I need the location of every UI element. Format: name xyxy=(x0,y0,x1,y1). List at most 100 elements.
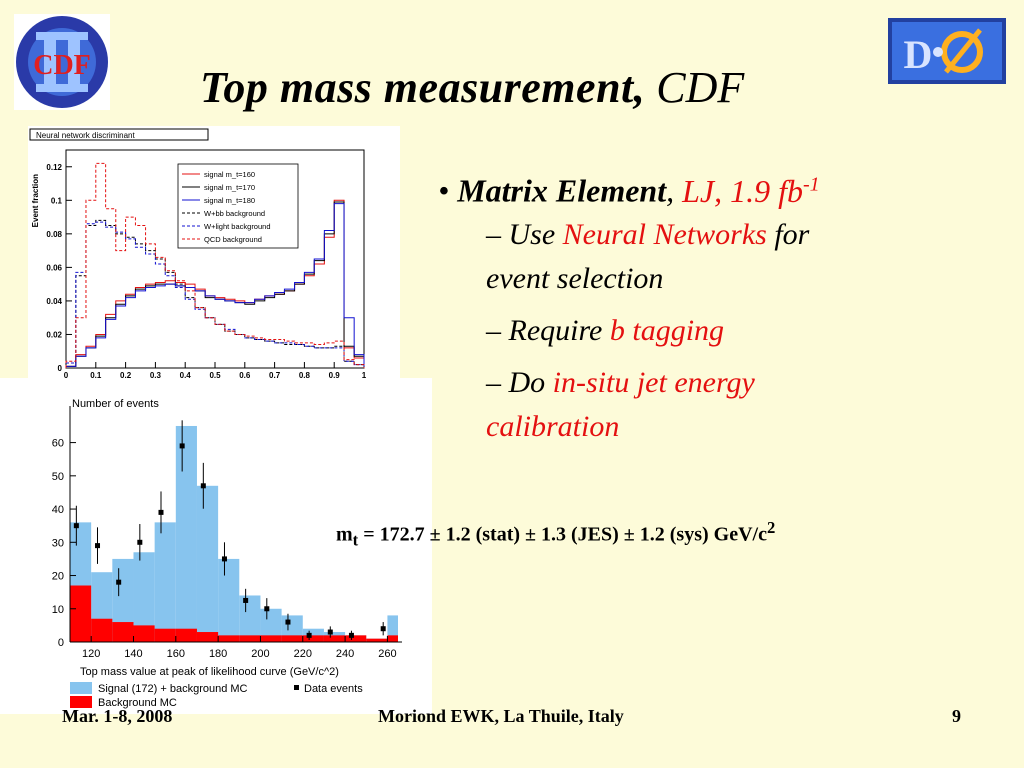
y-tick-label: 40 xyxy=(52,504,64,516)
background-bar xyxy=(239,635,261,642)
background-bar xyxy=(323,635,346,642)
y-axis-label: Event fraction xyxy=(31,174,40,227)
bullet-matrix-element: • Matrix Element, LJ, 1.9 fb-1 xyxy=(438,162,1018,213)
svg-text:CDF: CDF xyxy=(33,50,91,81)
series-line-2 xyxy=(65,203,365,368)
legend-swatch-signal xyxy=(70,682,92,694)
background-bar xyxy=(387,635,398,642)
sub-line2: calibration xyxy=(486,409,620,443)
sub-rest: for xyxy=(766,217,810,251)
legend-label: signal m_t=170 xyxy=(204,183,255,192)
legend-label: signal m_t=180 xyxy=(204,196,255,205)
sub-bullet-jet-energy: – Do in-situ jet energy calibration xyxy=(486,361,1018,449)
d0-logo-graphic: D xyxy=(888,18,1006,84)
sub-highlight: b tagging xyxy=(609,313,725,347)
series-line-3 xyxy=(65,219,365,368)
x-axis-label: Top mass value at peak of likelihood cur… xyxy=(80,666,339,678)
background-bar xyxy=(175,628,197,642)
data-point xyxy=(200,483,206,489)
data-point xyxy=(179,443,185,449)
legend-box xyxy=(177,163,299,249)
nn-chart-svg: Neural network discriminant 0 0.02 0.04 0.06… xyxy=(29,128,367,389)
data-point xyxy=(116,579,122,585)
legend-label-background: Background MC xyxy=(98,697,177,709)
mass-chart-svg: 0 10 20 30 40 50 60 120 140 160 180 200 220 240 260 Num… xyxy=(52,398,402,709)
y-tick-label: 0.04 xyxy=(46,297,62,306)
signal-bar xyxy=(239,595,261,642)
formula-sub: t xyxy=(352,530,359,550)
formula-m: m xyxy=(336,523,353,546)
bullet-sep: , xyxy=(666,172,675,209)
background-bar xyxy=(112,622,134,642)
sub-bullet-neural-networks: – Use Neural Networks for event selectio… xyxy=(486,213,1018,301)
x-tick-label: 0.4 xyxy=(180,371,192,378)
sub-bullet-b-tagging: – Require b tagging xyxy=(486,309,1018,353)
x-tick-label: 0.8 xyxy=(299,371,311,378)
x-tick-label: 260 xyxy=(378,648,396,660)
signal-bar xyxy=(218,558,240,642)
sub-line2: event selection xyxy=(486,261,664,295)
y-tick-label: 20 xyxy=(52,571,64,583)
footer-venue: Moriond EWK, La Thuile, Italy xyxy=(378,706,624,726)
mass-result-formula: mt = 172.7 ± 1.2 (stat) ± 1.3 (JES) ± 1.… xyxy=(336,518,775,551)
x-tick-label: 200 xyxy=(251,648,269,660)
legend-label: W+bb background xyxy=(204,209,265,218)
slide-title-part1: Top mass measurement, xyxy=(200,63,646,112)
x-tick-label: 0.3 xyxy=(150,371,162,378)
x-tick-label: 0 xyxy=(64,371,69,378)
y-tick-label: 0.1 xyxy=(51,196,63,205)
chart-title: Number of events xyxy=(72,398,159,410)
y-tick-label: 0.12 xyxy=(46,163,62,172)
y-tick-label: 0 xyxy=(58,637,64,649)
bullet-label: Matrix Element xyxy=(457,172,667,209)
background-bar xyxy=(218,635,240,642)
signal-bar xyxy=(387,615,398,642)
legend-swatch-data xyxy=(294,685,299,690)
sub-dash: – Do xyxy=(486,365,553,399)
formula-text: = 172.7 ± 1.2 (stat) ± 1.3 (JES) ± 1.2 (… xyxy=(358,523,767,546)
legend-label: signal m_t=160 xyxy=(204,170,255,179)
data-point xyxy=(158,509,164,515)
data-point xyxy=(221,556,227,562)
signal-bar xyxy=(175,425,197,642)
sub-highlight: in-situ jet energy xyxy=(552,365,755,399)
x-tick-label: 120 xyxy=(82,648,100,660)
y-tick-label: 30 xyxy=(52,537,64,549)
legend-label-signal: Signal (172) + background MC xyxy=(98,683,248,695)
background-bar xyxy=(70,585,92,642)
data-point xyxy=(95,543,101,549)
signal-bar xyxy=(196,485,219,642)
x-tick-label: 0.7 xyxy=(269,371,281,378)
x-tick-label: 0.1 xyxy=(90,371,102,378)
d0-logo: D xyxy=(888,18,1006,84)
sub-highlight: Neural Networks xyxy=(562,217,767,251)
legend-label: QCD background xyxy=(204,235,262,244)
y-tick-label: 0.06 xyxy=(46,263,62,272)
bullet-detail: LJ, 1.9 fb-1 xyxy=(682,173,820,209)
background-bar xyxy=(154,628,176,642)
x-tick-label: 220 xyxy=(294,648,312,660)
svg-text:D: D xyxy=(904,32,933,77)
bullet-list: • Matrix Element, LJ, 1.9 fb-1 – Use Neu… xyxy=(438,162,1018,449)
legend-swatch-background xyxy=(70,696,92,708)
data-point xyxy=(327,629,333,635)
background-bar xyxy=(91,618,113,642)
data-point xyxy=(348,632,354,638)
footer-date: Mar. 1-8, 2008 xyxy=(62,706,173,726)
x-tick-label: 0.6 xyxy=(239,371,251,378)
legend-label-data: Data events xyxy=(304,683,363,695)
x-tick-label: 180 xyxy=(209,648,227,660)
data-point xyxy=(137,539,143,545)
x-tick-label: 160 xyxy=(167,648,185,660)
x-tick-label: 140 xyxy=(124,648,142,660)
bullet-detail-text: LJ, 1.9 fb xyxy=(682,172,803,209)
sub-dash: – Use xyxy=(486,217,563,251)
cdf-logo-graphic: CDF xyxy=(16,16,108,108)
data-point xyxy=(73,523,79,529)
x-tick-label: 1 xyxy=(362,371,367,378)
bullet-dot: • xyxy=(438,172,450,209)
chart-title-box xyxy=(29,128,209,141)
background-bar xyxy=(133,625,155,642)
y-tick-label: 60 xyxy=(52,438,64,450)
y-tick-label: 50 xyxy=(52,471,64,483)
